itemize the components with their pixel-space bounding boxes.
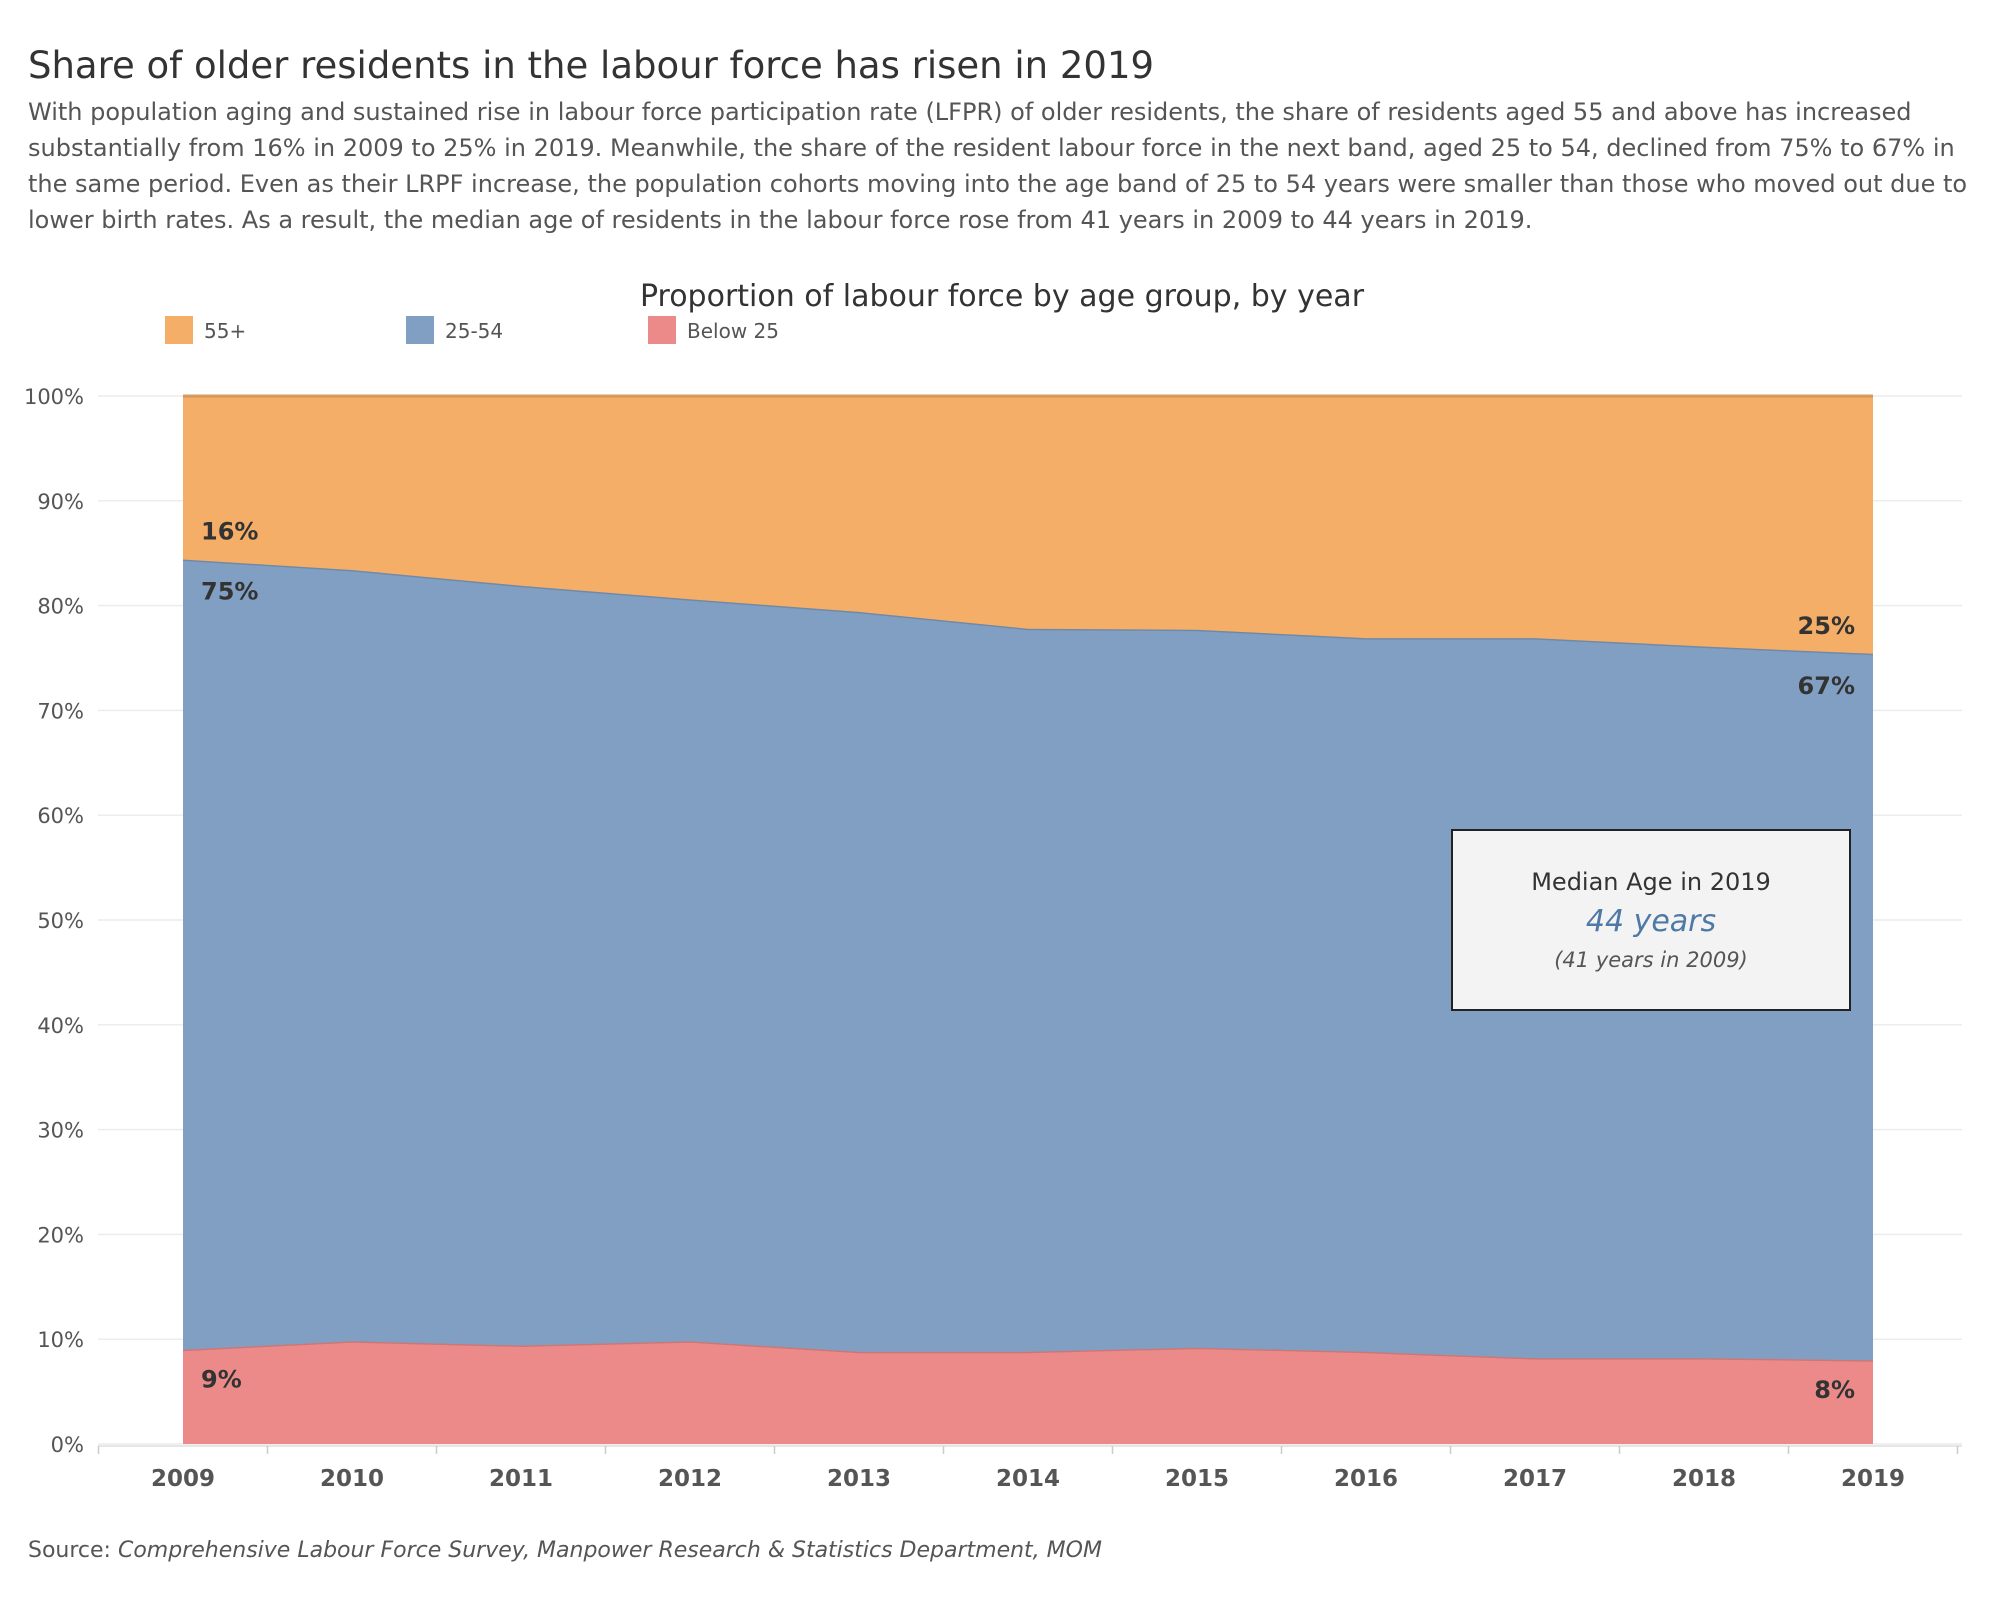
stacked-area-chart: Proportion of labour force by age group,… bbox=[24, 279, 1962, 1492]
y-tick-label: 50% bbox=[37, 909, 84, 933]
x-tick-label: 2010 bbox=[320, 1466, 384, 1492]
source-label: Source: bbox=[28, 1538, 111, 1563]
source-text: Comprehensive Labour Force Survey, Manpo… bbox=[117, 1538, 1102, 1563]
y-tick-label: 10% bbox=[37, 1328, 84, 1352]
x-tick-label: 2012 bbox=[658, 1466, 722, 1492]
page-description: With population aging and sustained rise… bbox=[28, 98, 1968, 234]
x-tick-label: 2016 bbox=[1334, 1466, 1398, 1492]
y-tick-label: 30% bbox=[37, 1119, 84, 1143]
chart-title: Proportion of labour force by age group,… bbox=[640, 279, 1365, 314]
legend-label-55: 55+ bbox=[204, 319, 246, 343]
x-tick-label: 2009 bbox=[151, 1466, 215, 1492]
x-tick-label: 2011 bbox=[489, 1466, 553, 1492]
area-below-25 bbox=[183, 1341, 1873, 1444]
annotation-title: Median Age in 2019 bbox=[1531, 868, 1771, 896]
y-tick-label: 70% bbox=[37, 699, 84, 723]
data-label: 25% bbox=[1798, 612, 1855, 640]
legend-label-25-54: 25-54 bbox=[445, 319, 503, 343]
page-title: Share of older residents in the labour f… bbox=[28, 44, 1155, 87]
data-label: 8% bbox=[1814, 1376, 1855, 1404]
annotation-value: 44 years bbox=[1586, 904, 1716, 939]
area-55 bbox=[183, 396, 1873, 654]
data-labels: 16% 75% 9% 25% 67% 8% bbox=[201, 517, 1855, 1404]
legend-label-below-25: Below 25 bbox=[687, 319, 779, 343]
annotation-box bbox=[1451, 829, 1851, 1011]
y-tick-label: 20% bbox=[37, 1223, 84, 1247]
y-tick-label: 90% bbox=[37, 490, 84, 514]
y-tick-label: 100% bbox=[24, 385, 84, 409]
area-series bbox=[182, 394, 1874, 1444]
legend-swatch-25-54 bbox=[406, 316, 434, 344]
median-age-annotation: Median Age in 2019 44 years (41 years in… bbox=[1451, 829, 1851, 1011]
y-tick-label: 80% bbox=[37, 595, 84, 619]
x-tick-label: 2018 bbox=[1672, 1466, 1736, 1492]
x-axis: 2009 2010 2011 2012 2013 2014 2015 2016 2017 2018… bbox=[97, 1445, 1962, 1492]
annotation-note: (41 years in 2009) bbox=[1554, 948, 1748, 972]
x-tick-label: 2015 bbox=[1165, 1466, 1229, 1492]
y-tick-label: 60% bbox=[37, 804, 84, 828]
source-note: Source: Comprehensive Labour Force Surve… bbox=[28, 1538, 1102, 1563]
data-label: 75% bbox=[201, 577, 258, 605]
data-label: 67% bbox=[1798, 672, 1855, 700]
x-tick-label: 2017 bbox=[1503, 1466, 1567, 1492]
x-tick-label: 2019 bbox=[1841, 1466, 1905, 1492]
y-tick-label: 40% bbox=[37, 1014, 84, 1038]
x-tick-label: 2013 bbox=[827, 1466, 891, 1492]
data-label: 16% bbox=[201, 517, 258, 545]
legend-swatch-below-25 bbox=[648, 316, 676, 344]
legend: 55+ 25-54 Below 25 bbox=[165, 316, 779, 344]
x-tick-label: 2014 bbox=[996, 1466, 1060, 1492]
data-label: 9% bbox=[201, 1366, 242, 1394]
legend-swatch-55 bbox=[165, 316, 193, 344]
y-axis: 0% 10% 20% 30% 40% 50% 60% 70% 80% 90% 100% bbox=[24, 385, 84, 1457]
area-25-54 bbox=[183, 559, 1873, 1361]
y-tick-label: 0% bbox=[51, 1433, 84, 1457]
